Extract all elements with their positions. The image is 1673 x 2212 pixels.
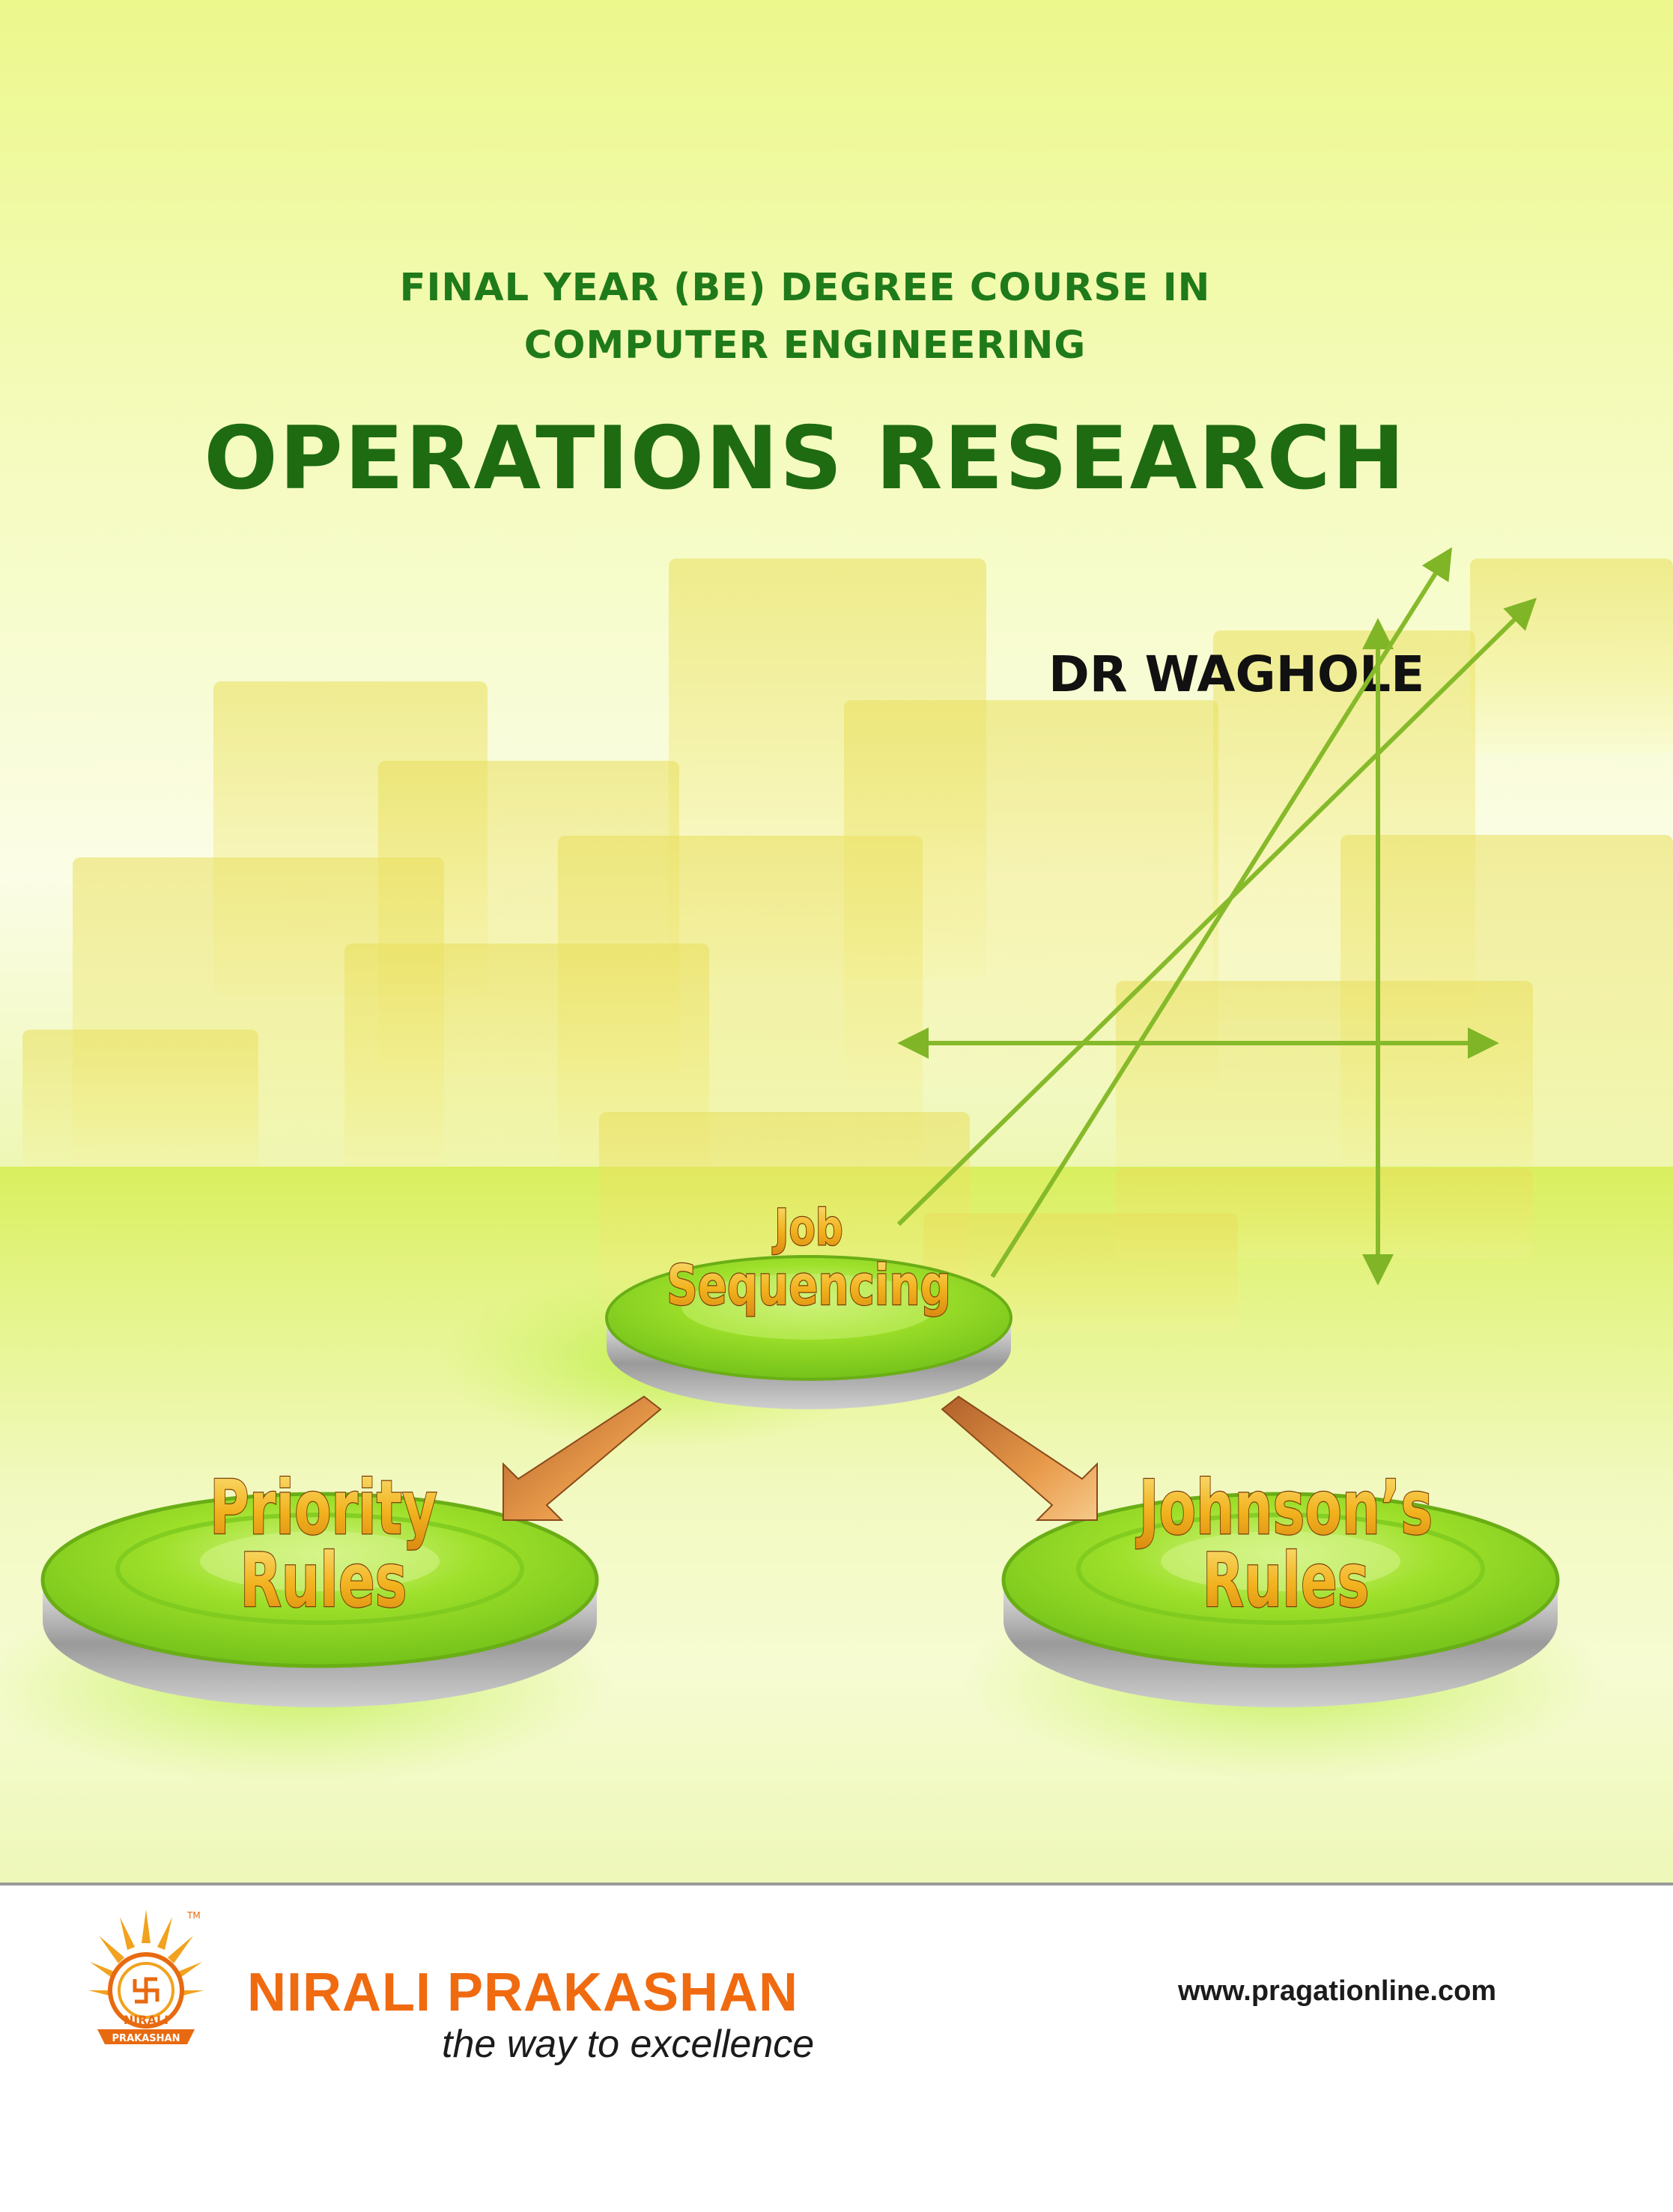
left-disc (40, 1492, 599, 1707)
sun-rays-icon (88, 1909, 204, 1998)
top-node-label-line-1: Job (772, 1199, 843, 1257)
bg-block (22, 1030, 258, 1179)
footer (0, 1886, 1673, 2212)
top-node-label-line-2: Sequencing (667, 1253, 951, 1318)
course-line-2: COMPUTER ENGINEERING (523, 323, 1087, 368)
top-disc (605, 1255, 1012, 1409)
bg-block (1470, 559, 1673, 753)
logo-trademark: TM (186, 1910, 201, 1921)
arrow-to-priority-rules (502, 1395, 662, 1521)
publisher-logo: TM PRAKASHAN NIRALI (88, 1909, 204, 2044)
publisher-name: NIRALI PRAKASHAN (247, 1963, 798, 2023)
publisher-tagline: the way to excellence (442, 2023, 815, 2066)
diagonal-arrow-1 (990, 547, 1452, 1278)
footer-divider (0, 1883, 1673, 1886)
left-node-label-line-1: Priority (210, 1464, 437, 1552)
right-disc (1001, 1492, 1560, 1707)
axis-arrows (896, 547, 1537, 1286)
logo-text-top: NIRALI (124, 2013, 168, 2027)
right-node-label-line-2: Rules (1202, 1537, 1369, 1624)
course-line-1: FINAL YEAR (BE) DEGREE COURSE IN (399, 266, 1211, 310)
diagonal-arrow-2 (896, 598, 1537, 1227)
job-sequencing-diagram: Job Sequencing Priority Rules Johnson’s … (0, 547, 1606, 1782)
arrow-to-johnsons-rules (941, 1395, 1098, 1521)
left-node-label-line-2: Rules (240, 1537, 407, 1624)
logo-text-bottom: PRAKASHAN (112, 2033, 180, 2044)
book-title: OPERATIONS RESEARCH (204, 408, 1406, 509)
right-node-label-line-1: Johnson’s (1136, 1464, 1433, 1552)
emblem-icon (133, 1977, 160, 2004)
publisher-website[interactable]: www.pragationline.com (1178, 1975, 1497, 2007)
